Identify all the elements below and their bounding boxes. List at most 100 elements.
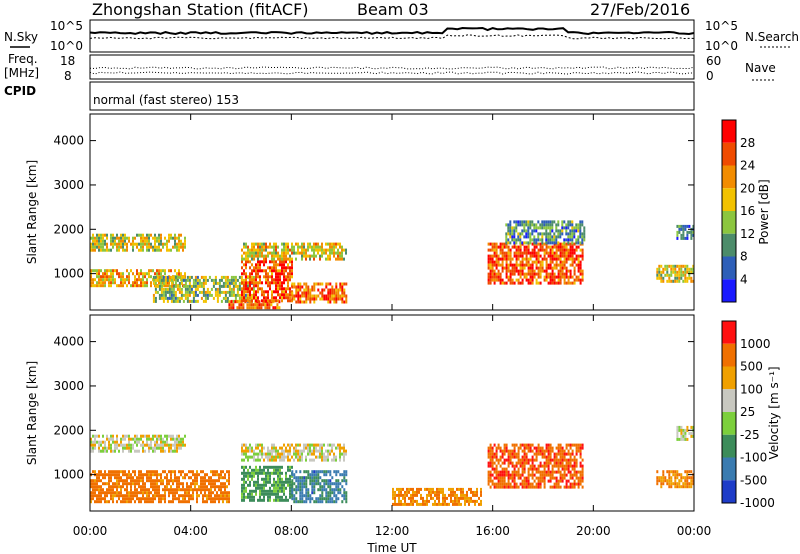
heatmap-cell (543, 452, 546, 456)
heatmap-cell (567, 485, 570, 489)
heatmap-cell (555, 461, 558, 465)
heatmap-cell (440, 502, 442, 506)
heatmap-cell (180, 275, 183, 279)
heatmap-cell (269, 495, 271, 499)
heatmap-cell (553, 482, 556, 486)
heatmap-cell (478, 502, 480, 506)
heatmap-cell (277, 471, 279, 475)
heatmap-cell (299, 455, 301, 459)
heatmap-cell (325, 482, 328, 486)
heatmap-cell (120, 500, 122, 504)
heatmap-cell (110, 272, 112, 276)
heatmap-cell (567, 241, 570, 245)
heatmap-cell (317, 288, 320, 292)
heatmap-cell (680, 267, 683, 271)
heatmap-cell (541, 476, 544, 480)
heatmap-cell (335, 482, 338, 486)
heatmap-cell (94, 485, 96, 489)
heatmap-cell (158, 497, 160, 501)
heatmap-cell (565, 275, 568, 279)
heatmap-cell (132, 446, 134, 450)
heatmap-cell (259, 495, 261, 499)
heatmap-cell (317, 455, 319, 459)
heatmap-cell (511, 449, 514, 453)
heatmap-cell (293, 248, 295, 252)
heatmap-cell (100, 485, 102, 489)
heatmap-cell (404, 496, 406, 500)
heatmap-cell (158, 488, 160, 492)
heatmap-cell (269, 251, 271, 255)
heatmap-cell (285, 471, 287, 475)
heatmap-cell (315, 297, 318, 301)
heatmap-cell (559, 464, 562, 468)
heatmap-cell (259, 260, 261, 264)
heatmap-cell (511, 479, 514, 483)
heatmap-cell (158, 473, 160, 477)
heatmap-cell (658, 476, 661, 480)
heatmap-cell (549, 272, 552, 276)
heatmap-cell (251, 498, 253, 502)
heatmap-cell (110, 278, 112, 282)
heatmap-cell (249, 471, 251, 475)
noise-right-tick-top: 10^5 (705, 19, 738, 33)
heatmap-cell (531, 232, 534, 236)
heatmap-cell (507, 458, 510, 462)
heatmap-cell (144, 281, 146, 285)
heatmap-cell (539, 238, 542, 242)
heatmap-cell (178, 287, 181, 291)
heatmap-cell (271, 275, 273, 279)
heatmap-cell (529, 257, 532, 261)
heatmap-cell (343, 300, 346, 304)
heatmap-cell (690, 479, 693, 483)
heatmap-cell (269, 486, 271, 490)
heatmap-cell (140, 443, 142, 447)
heatmap-cell (315, 476, 318, 480)
heatmap-cell (168, 494, 170, 498)
heatmap-cell (172, 287, 175, 291)
heatmap-cell (124, 446, 126, 450)
heatmap-cell (267, 299, 269, 303)
heatmap-cell (249, 492, 251, 496)
heatmap-cell (509, 269, 512, 273)
heatmap-cell (126, 494, 128, 498)
heatmap-cell (202, 281, 205, 285)
heatmap-cell (684, 236, 687, 240)
heatmap-cell (670, 267, 673, 271)
heatmap-cell (521, 479, 524, 483)
heatmap-cell (509, 275, 512, 279)
heatmap-cell (240, 278, 243, 282)
heatmap-cell (265, 242, 267, 246)
heatmap-cell (170, 236, 172, 240)
heatmap-cell (253, 278, 255, 282)
heatmap-cell (545, 241, 548, 245)
heatmap-cell (293, 245, 295, 249)
heatmap-cell (281, 242, 283, 246)
heatmap-cell (309, 500, 312, 504)
heatmap-cell (116, 479, 118, 483)
heatmap-cell (345, 497, 348, 501)
heatmap-cell (112, 488, 114, 492)
heatmap-cell (106, 473, 108, 477)
heatmap-cell (313, 282, 316, 286)
heatmap-cell (94, 242, 96, 246)
heatmap-cell (329, 297, 332, 301)
heatmap-cell (216, 485, 218, 489)
heatmap-cell (497, 275, 500, 279)
heatmap-cell (232, 287, 235, 291)
heatmap-cell (281, 290, 283, 294)
heatmap-cell (329, 473, 332, 477)
heatmap-cell (255, 480, 257, 484)
heatmap-cell (305, 443, 307, 447)
heatmap-cell (277, 293, 279, 297)
heatmap-cell (110, 236, 112, 240)
heatmap-cell (295, 470, 298, 474)
heatmap-cell (495, 248, 498, 252)
heatmap-cell (198, 281, 201, 285)
heatmap-cell (424, 502, 426, 506)
heatmap-cell (549, 235, 552, 239)
heatmap-cell (525, 257, 528, 261)
heatmap-cell (545, 232, 548, 236)
heatmap-cell (120, 239, 122, 243)
heatmap-cell (246, 306, 249, 310)
heatmap-cell (98, 494, 100, 498)
